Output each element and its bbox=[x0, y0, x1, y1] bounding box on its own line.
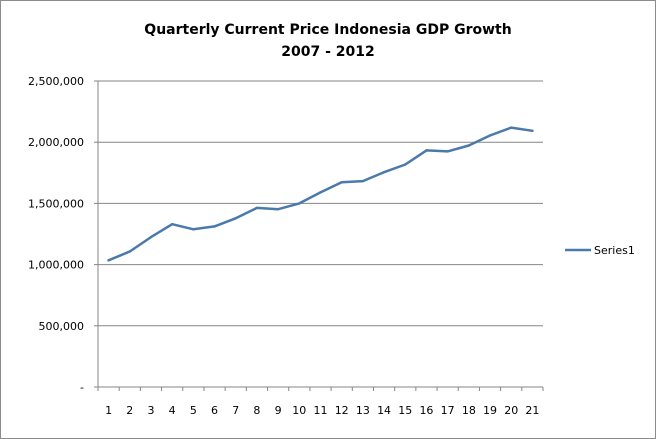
x-tick-label: 8 bbox=[253, 404, 260, 417]
data-point bbox=[531, 129, 534, 133]
x-tick-label: 12 bbox=[335, 404, 349, 417]
y-tick-label: 1,500,000 bbox=[28, 197, 84, 210]
x-tick-label: 17 bbox=[441, 404, 455, 417]
x-tick-label: 9 bbox=[275, 404, 282, 417]
x-tick-label: 21 bbox=[525, 404, 539, 417]
data-point bbox=[192, 228, 195, 231]
data-point bbox=[340, 181, 343, 184]
data-point bbox=[361, 179, 365, 183]
x-tick-label: 16 bbox=[419, 404, 433, 417]
data-point bbox=[319, 191, 322, 194]
data-point bbox=[276, 207, 280, 211]
x-tick-label: 3 bbox=[147, 404, 154, 417]
data-point bbox=[107, 259, 110, 262]
data-point bbox=[213, 225, 216, 228]
data-point bbox=[488, 134, 492, 137]
data-point bbox=[149, 235, 153, 239]
x-tick-label: 20 bbox=[504, 404, 518, 417]
x-tick-label: 2 bbox=[126, 404, 133, 417]
x-tick-label: 6 bbox=[211, 404, 218, 417]
data-point bbox=[467, 144, 471, 147]
chart-subtitle: 2007 - 2012 bbox=[281, 44, 375, 60]
data-point bbox=[170, 223, 174, 226]
y-tick-label: 1,000,000 bbox=[28, 259, 84, 272]
x-tick-label: 18 bbox=[462, 404, 476, 417]
data-point bbox=[234, 217, 237, 220]
data-point bbox=[298, 202, 301, 205]
data-point bbox=[382, 170, 386, 174]
series-line bbox=[107, 126, 534, 262]
legend-label: Series1 bbox=[594, 244, 635, 257]
y-tick-label: 2,000,000 bbox=[28, 136, 84, 149]
data-point bbox=[510, 126, 513, 129]
chart-title: Quarterly Current Price Indonesia GDP Gr… bbox=[144, 22, 512, 38]
data-point bbox=[255, 206, 259, 210]
x-tick-label: 5 bbox=[190, 404, 197, 417]
data-point bbox=[446, 150, 449, 153]
x-tick-label: 10 bbox=[292, 404, 306, 417]
x-tick-label: 1 bbox=[105, 404, 112, 417]
x-tick-label: 7 bbox=[232, 404, 239, 417]
x-tick-label: 13 bbox=[356, 404, 370, 417]
x-tick-label: 15 bbox=[398, 404, 412, 417]
x-tick-label: 19 bbox=[483, 404, 497, 417]
y-tick-label: 2,500,000 bbox=[28, 75, 84, 88]
y-tick-label: - bbox=[80, 381, 84, 394]
y-tick-label: 500,000 bbox=[39, 320, 85, 333]
data-point bbox=[128, 250, 131, 253]
x-tick-label: 11 bbox=[314, 404, 328, 417]
data-point bbox=[404, 163, 407, 166]
x-tick-label: 4 bbox=[169, 404, 176, 417]
data-point bbox=[425, 149, 428, 152]
x-tick-label: 14 bbox=[377, 404, 391, 417]
